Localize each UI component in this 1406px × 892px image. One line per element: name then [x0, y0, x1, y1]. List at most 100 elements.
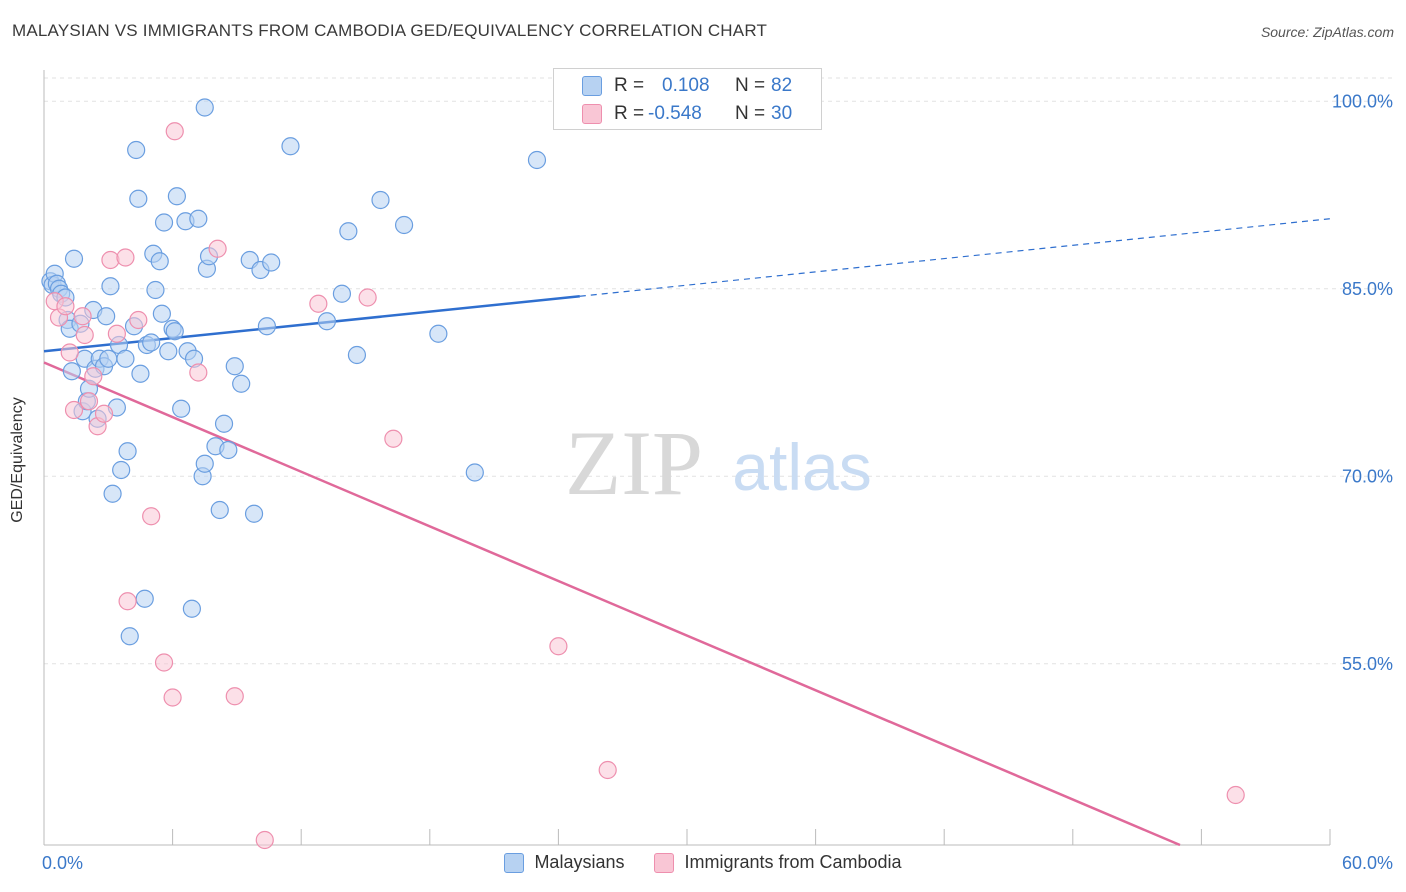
- n-value: 30: [771, 103, 793, 124]
- malaysian-point: [129, 189, 148, 208]
- legend-label-cambodia: Immigrants from Cambodia: [684, 852, 902, 872]
- malaysian-point: [182, 599, 201, 618]
- cambodia-point: [255, 830, 274, 850]
- cambodia-point: [94, 404, 114, 423]
- cambodia-point: [309, 294, 328, 313]
- cambodia-point: [75, 325, 94, 345]
- r-value: -0.548: [648, 103, 702, 124]
- malaysian-point: [167, 187, 186, 206]
- malaysians-swatch: [582, 76, 602, 96]
- chart-title: MALAYSIAN VS IMMIGRANTS FROM CAMBODIA GE…: [12, 21, 768, 40]
- malaysian-point: [219, 440, 238, 460]
- source-label: Source: ZipAtlas.com: [1260, 24, 1394, 40]
- malaysian-point: [262, 253, 281, 272]
- malaysian-point: [210, 500, 229, 520]
- malaysian-point: [64, 249, 84, 268]
- malaysian-point: [347, 345, 367, 365]
- malaysian-point: [118, 442, 137, 461]
- malaysian-point: [127, 140, 146, 160]
- n-label: N =: [735, 75, 766, 96]
- watermark-atlas: atlas: [732, 430, 871, 504]
- malaysian-point: [142, 333, 161, 352]
- stats-legend: R = 0.108 N = 82 R = -0.548 N = 30: [553, 68, 822, 130]
- malaysian-point: [99, 349, 118, 368]
- malaysian-point: [214, 414, 234, 433]
- malaysian-point: [172, 399, 191, 418]
- cambodia-point: [358, 288, 377, 307]
- malaysian-point: [154, 213, 174, 232]
- malaysian-point: [371, 190, 390, 210]
- malaysian-point: [244, 504, 264, 523]
- cambodia-point: [116, 248, 135, 267]
- malaysian-point: [232, 374, 251, 393]
- cambodia-point: [384, 429, 403, 448]
- malaysian-point: [317, 312, 337, 331]
- watermark-zip: ZIP: [565, 412, 703, 514]
- y-tick-label: 100.0%: [1332, 91, 1393, 111]
- cambodia-point: [1226, 785, 1245, 805]
- n-label: N =: [735, 103, 766, 124]
- malaysian-point: [332, 284, 352, 303]
- cambodia-point: [73, 307, 92, 326]
- cambodia-point: [129, 310, 148, 330]
- cambodia-point: [549, 637, 568, 656]
- malaysian-point: [195, 98, 214, 117]
- malaysian-point: [394, 215, 414, 235]
- malaysian-point: [97, 307, 116, 326]
- x-tick-label-min: 0.0%: [42, 853, 83, 873]
- malaysian-point: [120, 627, 139, 646]
- malaysian-point: [62, 362, 81, 381]
- cambodia-point: [107, 324, 126, 343]
- n-value: 82: [771, 75, 793, 96]
- malaysian-point: [257, 317, 277, 336]
- legend-swatch-blue: [504, 852, 525, 873]
- cambodia-point: [64, 400, 84, 420]
- cambodia-point: [208, 239, 227, 258]
- stats-row-cambodia: R = -0.548 N = 30: [554, 100, 821, 128]
- y-tick-label: 55.0%: [1342, 654, 1393, 674]
- malaysian-point: [429, 324, 448, 343]
- y-tick-label: 70.0%: [1342, 466, 1393, 486]
- cambodia-point: [142, 507, 161, 526]
- cambodia-point: [79, 392, 99, 411]
- malaysian-point: [189, 209, 208, 228]
- malaysian-point: [159, 342, 178, 361]
- malaysians-trend-extension: [579, 218, 1331, 297]
- malaysian-point: [281, 137, 300, 156]
- malaysian-point: [116, 349, 135, 368]
- cambodia-point: [60, 343, 79, 362]
- cambodia-point: [154, 653, 174, 672]
- legend: Malaysians Immigrants from Cambodia: [0, 852, 1406, 873]
- cambodia-point: [101, 250, 120, 270]
- legend-item-cambodia: Immigrants from Cambodia: [654, 852, 902, 873]
- watermark: ZIP atlas: [565, 412, 872, 514]
- cambodia-point: [189, 363, 208, 382]
- x-tick-label-max: 60.0%: [1342, 853, 1393, 873]
- cambodia-point: [56, 297, 75, 316]
- legend-swatch-pink: [654, 852, 675, 873]
- r-label: R =: [614, 75, 645, 96]
- malaysian-point: [465, 463, 484, 482]
- malaysian-point: [152, 304, 171, 323]
- malaysian-point: [165, 322, 184, 341]
- y-axis-label: GED/Equivalency: [9, 397, 26, 523]
- y-tick-label: 85.0%: [1342, 279, 1393, 299]
- malaysian-point: [225, 357, 244, 376]
- legend-label-malaysians: Malaysians: [534, 852, 625, 872]
- malaysian-point: [135, 589, 154, 608]
- malaysians-trend-line: [43, 295, 580, 353]
- legend-item-malaysians: Malaysians: [504, 852, 624, 873]
- cambodia-point: [163, 688, 182, 707]
- cambodia-point: [84, 367, 103, 386]
- cambodia-point: [165, 122, 184, 141]
- malaysian-point: [527, 150, 547, 170]
- stats-row-malaysians: R = 0.108 N = 82: [554, 72, 821, 100]
- malaysian-point: [339, 222, 358, 241]
- malaysian-point: [146, 280, 165, 300]
- cambodia-point: [598, 760, 617, 780]
- cambodia-swatch: [582, 104, 602, 124]
- malaysian-point: [195, 454, 214, 473]
- malaysian-point: [101, 277, 120, 296]
- r-value: 0.108: [662, 75, 710, 96]
